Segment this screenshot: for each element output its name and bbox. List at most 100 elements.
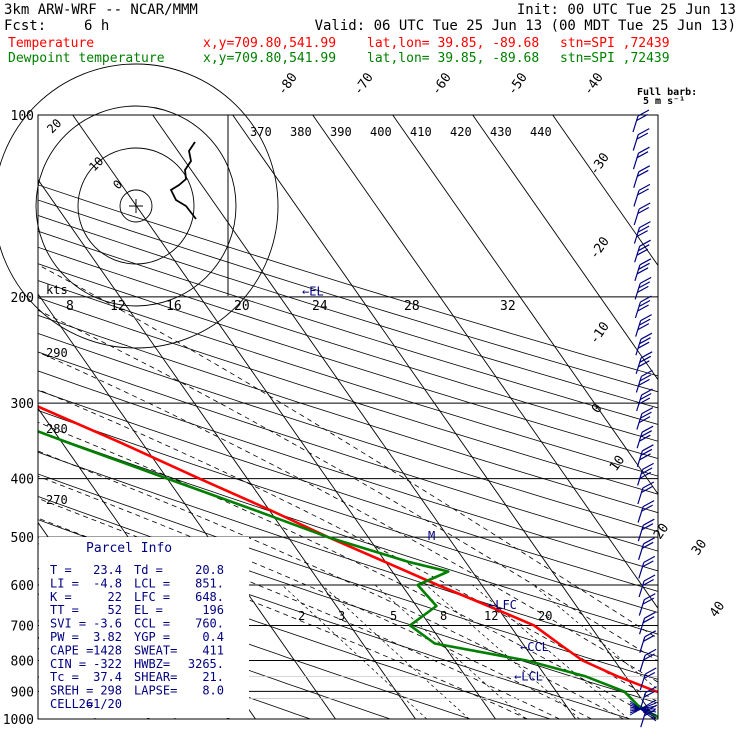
isotherm-label: -50 <box>505 70 531 98</box>
parcel-param-value: 23.4 <box>93 563 122 577</box>
theta-e-label: 440 <box>530 125 552 139</box>
dry-adiabat-line <box>38 215 658 409</box>
parcel-param-value: 52 <box>108 603 122 617</box>
dewpoint-station: stn=SPI ,72439 <box>560 51 670 66</box>
wind-barb <box>633 165 651 188</box>
dry-adiabat-line <box>38 280 658 477</box>
dry-adiabat-line <box>38 390 658 592</box>
wind-barb <box>634 239 651 263</box>
wind-barbs <box>629 109 658 728</box>
isotherm-line <box>392 115 658 495</box>
isotherm-label: -20 <box>587 234 613 262</box>
mixing-ratio-label: 3 <box>338 609 345 623</box>
parcel-param-name: Tc = <box>50 670 79 684</box>
dewpoint-legend: Dewpoint temperature <box>8 51 165 66</box>
pressure-label: 700 <box>11 619 34 634</box>
parcel-param-name: HWBZ= <box>134 657 170 671</box>
parcel-param-value: 37.4 <box>93 670 122 684</box>
parcel-param-name: EL = <box>134 603 163 617</box>
isotherm-label: -60 <box>429 70 455 98</box>
parcel-param-name: CCL = <box>134 617 170 631</box>
dry-adiabat-line <box>38 370 658 572</box>
isotherm-line <box>472 115 658 381</box>
wind-barb <box>639 686 657 709</box>
dry-adiabat-line <box>38 314 658 514</box>
parcel-param-value: 8.0 <box>202 684 224 698</box>
wind-barb <box>636 388 653 412</box>
dry-adiabat-line <box>38 184 658 377</box>
wind-barb <box>635 351 653 374</box>
sounding-traces <box>38 405 658 719</box>
wind-barb <box>638 611 656 635</box>
dry-adiabat-line <box>38 333 658 533</box>
parcel-param-value: 261/20 <box>79 697 122 711</box>
pressure-label: 900 <box>11 685 34 700</box>
dry-adiabat-line <box>38 451 658 657</box>
parcel-info-title: Parcel Info <box>86 541 172 556</box>
wind-barb <box>635 314 652 337</box>
speed-axis-label: 28 <box>404 299 420 314</box>
parcel-param-value: -3.6 <box>93 617 122 631</box>
isotherm-label: -80 <box>275 70 301 98</box>
parcel-param-name: SREH = <box>50 684 93 698</box>
pressure-label: 300 <box>11 397 34 412</box>
wind-barb <box>634 258 652 281</box>
wind-barb <box>639 648 657 672</box>
pressure-label: 500 <box>11 531 34 546</box>
theta-e-label: 370 <box>250 125 272 139</box>
dry-adiabat-line <box>38 410 658 613</box>
dry-adiabat-line <box>38 199 658 393</box>
hodograph-ring <box>119 189 153 223</box>
surface-barb-stroke <box>629 700 657 722</box>
theta-label: 290 <box>46 346 68 360</box>
speed-axis-label: 12 <box>110 299 126 314</box>
level-marker: ←LCL <box>514 670 543 684</box>
wind-barb <box>638 574 656 598</box>
theta-e-label: 420 <box>450 125 472 139</box>
forecast-label: Fcst: <box>4 18 46 34</box>
dry-adiabat-line <box>38 297 658 495</box>
mixing-ratio-label: 12 <box>484 609 498 623</box>
isotherm-label: 20 <box>651 521 672 542</box>
wind-barb <box>636 425 654 449</box>
isotherm-label: 10 <box>607 453 628 474</box>
level-marker: ←EL <box>302 285 324 299</box>
barb-key-title: Full barb: <box>637 87 697 98</box>
model-title: 3km ARW-WRF -- NCAR/MMM <box>4 2 198 18</box>
temperature-station: stn=SPI ,72439 <box>560 36 670 51</box>
parcel-param-name: LAPSE= <box>134 684 177 698</box>
temperature-legend: Temperature <box>8 36 94 51</box>
isotherm-line <box>232 115 656 719</box>
pressure-label: 800 <box>11 654 34 669</box>
plot-frame <box>37 114 659 720</box>
parcel-box-background <box>39 537 249 718</box>
moist-adiabat-line <box>38 517 528 719</box>
dry-adiabat-line <box>38 430 658 635</box>
isotherm-line <box>552 115 658 267</box>
parcel-param-name: SVI = <box>50 617 86 631</box>
parcel-param-name: LFC = <box>134 590 170 604</box>
isotherm-label: 30 <box>689 537 710 558</box>
wind-barb <box>637 462 654 486</box>
parcel-param-name: TT = <box>50 603 79 617</box>
parcel-param-name: CAPE = <box>50 643 93 657</box>
parcel-param-value: 21. <box>202 670 224 684</box>
wind-barb <box>639 630 657 653</box>
theta-e-label: 390 <box>330 125 352 139</box>
parcel-info-box: Parcel Info T = 23.4 Td = 20.8 LI = -4.8 LCL = 8… <box>39 537 249 718</box>
parcel-param-name: CIN = <box>50 657 86 671</box>
hodograph-ring-label: 20 <box>44 116 64 136</box>
pressure-label: 600 <box>11 579 34 594</box>
mixing-ratio-label: 5 <box>390 609 397 623</box>
wind-barb <box>634 295 652 319</box>
mixing-ratio-label: 20 <box>538 609 552 623</box>
pressure-label: 200 <box>11 291 34 306</box>
wind-barb <box>637 481 655 505</box>
moist-adiabat-line <box>38 351 658 683</box>
parcel-param-name: LCL = <box>134 576 170 590</box>
wind-barb <box>635 332 653 356</box>
wind-barb <box>639 667 657 691</box>
wind-barb <box>632 146 650 170</box>
mixing-ratio-label: 8 <box>440 609 447 623</box>
wind-barb <box>634 276 652 300</box>
